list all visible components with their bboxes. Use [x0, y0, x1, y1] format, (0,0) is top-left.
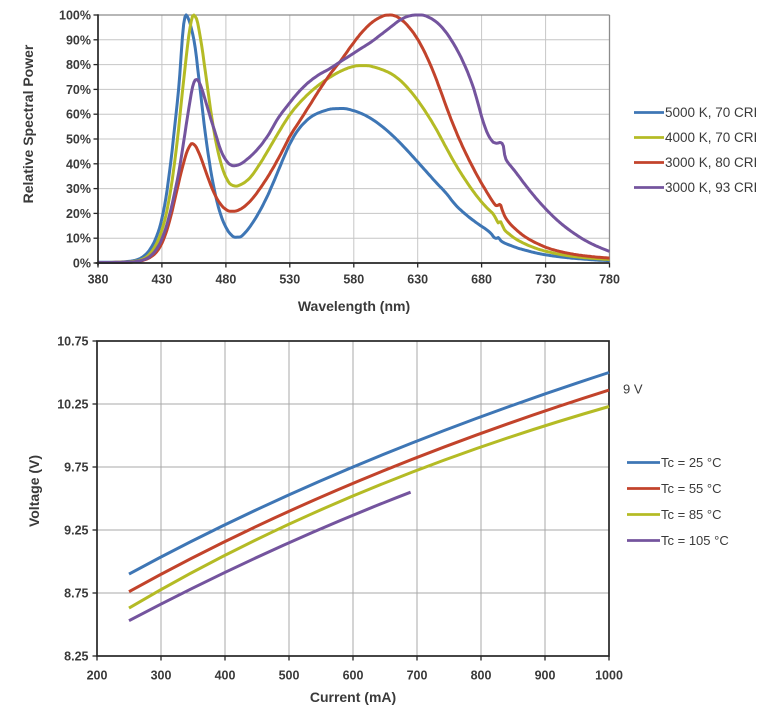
svg-text:580: 580	[343, 273, 364, 287]
svg-text:780: 780	[599, 273, 620, 287]
svg-text:430: 430	[151, 273, 172, 287]
svg-text:20%: 20%	[66, 207, 91, 221]
svg-text:30%: 30%	[66, 182, 91, 196]
svg-text:80%: 80%	[66, 58, 91, 72]
svg-text:10%: 10%	[66, 232, 91, 246]
svg-text:8.75: 8.75	[64, 586, 88, 600]
svg-text:1000: 1000	[595, 669, 623, 683]
svg-text:530: 530	[279, 273, 300, 287]
svg-text:900: 900	[535, 669, 556, 683]
svg-text:70%: 70%	[66, 83, 91, 97]
svg-text:630: 630	[407, 273, 428, 287]
svg-text:380: 380	[88, 273, 109, 287]
svg-text:Voltage (V): Voltage (V)	[26, 455, 42, 527]
svg-text:480: 480	[215, 273, 236, 287]
svg-text:Current (mA): Current (mA)	[310, 689, 396, 705]
svg-text:Tc = 55 °C: Tc = 55 °C	[661, 481, 721, 496]
svg-text:Tc = 85 °C: Tc = 85 °C	[661, 507, 721, 522]
svg-text:3000 K, 93 CRI: 3000 K, 93 CRI	[665, 180, 757, 195]
svg-text:9.25: 9.25	[64, 523, 88, 537]
svg-text:Tc = 25 °C: Tc = 25 °C	[661, 455, 721, 470]
svg-text:400: 400	[215, 669, 236, 683]
svg-text:9.75: 9.75	[64, 460, 88, 474]
svg-text:10.25: 10.25	[57, 397, 88, 411]
svg-text:60%: 60%	[66, 108, 91, 122]
svg-text:300: 300	[151, 669, 172, 683]
svg-text:200: 200	[87, 669, 108, 683]
svg-text:Tc = 105 °C: Tc = 105 °C	[661, 533, 729, 548]
svg-text:50%: 50%	[66, 133, 91, 147]
svg-text:700: 700	[407, 669, 428, 683]
svg-text:4000 K, 70 CRI: 4000 K, 70 CRI	[665, 130, 757, 145]
svg-text:9 V: 9 V	[623, 382, 643, 397]
svg-text:500: 500	[279, 669, 300, 683]
svg-text:680: 680	[471, 273, 492, 287]
svg-text:3000 K, 80 CRI: 3000 K, 80 CRI	[665, 155, 757, 170]
svg-text:800: 800	[471, 669, 492, 683]
svg-text:730: 730	[535, 273, 556, 287]
svg-text:Relative Spectral Power: Relative Spectral Power	[20, 44, 36, 203]
svg-text:0%: 0%	[73, 257, 91, 271]
svg-text:40%: 40%	[66, 157, 91, 171]
svg-text:90%: 90%	[66, 33, 91, 47]
svg-text:600: 600	[343, 669, 364, 683]
svg-text:Wavelength (nm): Wavelength (nm)	[298, 298, 410, 314]
svg-text:10.75: 10.75	[57, 334, 88, 348]
svg-text:5000 K, 70 CRI: 5000 K, 70 CRI	[665, 105, 757, 120]
svg-text:100%: 100%	[59, 9, 91, 23]
svg-text:8.25: 8.25	[64, 649, 88, 663]
